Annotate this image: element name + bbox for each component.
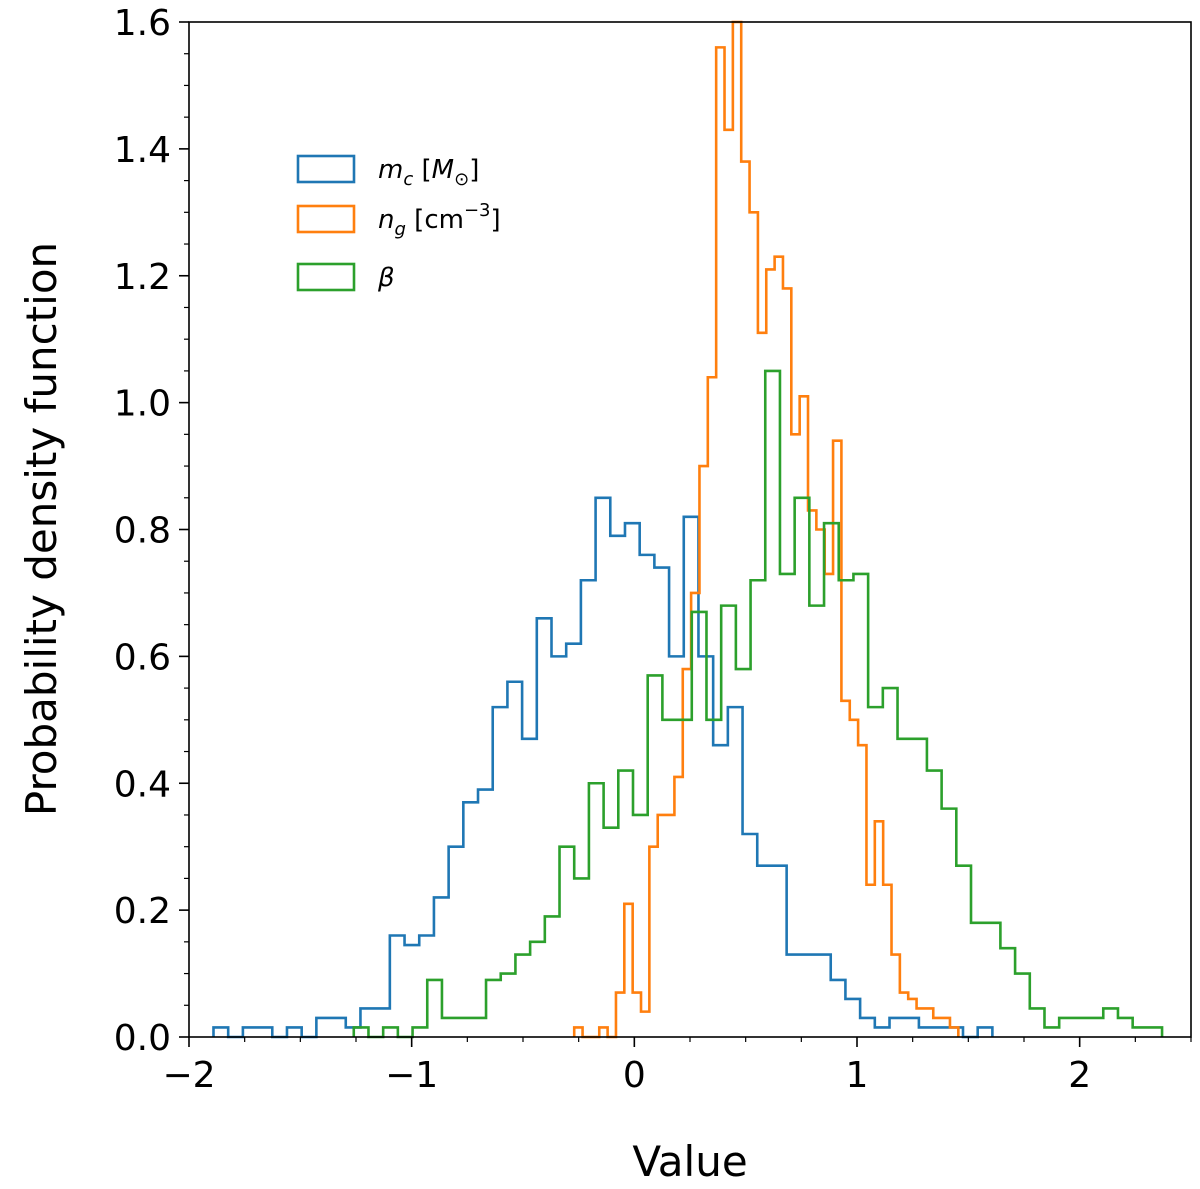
x-tick-label: 2 <box>1068 1055 1091 1096</box>
x-tick-label: −2 <box>162 1055 215 1096</box>
x-axis-label: Value <box>632 1137 747 1186</box>
x-tick-label: 1 <box>846 1055 869 1096</box>
y-tick-label: 1.6 <box>114 3 171 44</box>
y-tick-label: 1.2 <box>114 257 171 298</box>
y-tick-label: 0.8 <box>114 511 171 552</box>
histogram-series-2 <box>572 20 960 1039</box>
plot-background <box>189 22 1191 1037</box>
y-tick-label: 0.2 <box>114 891 171 932</box>
y-tick-label: 0.4 <box>114 764 171 805</box>
histogram-series-3 <box>352 369 1164 1039</box>
legend-label: ng [cm−3] <box>378 200 501 240</box>
series-layer <box>212 20 1164 1039</box>
y-tick-label: 1.4 <box>114 130 171 171</box>
legend-swatch <box>296 262 356 292</box>
x-tick-label: −1 <box>385 1055 438 1096</box>
legend-label: mc [M⊙] <box>378 155 479 190</box>
legend: mc [M⊙] ng [cm−3] β <box>296 154 501 293</box>
legend-label: β <box>377 263 395 293</box>
legend-swatch <box>296 204 356 234</box>
histogram-series-1 <box>212 496 994 1039</box>
x-axis: −2 −1 0 1 2 <box>162 1037 1192 1096</box>
y-tick-label: 0.0 <box>114 1018 171 1059</box>
x-tick-label: 0 <box>623 1055 646 1096</box>
y-tick-label: 0.6 <box>114 637 171 678</box>
y-tick-label: 1.0 <box>114 384 171 425</box>
y-axis: 0.0 0.2 0.4 0.6 0.8 1.0 1.2 1.4 1.6 <box>114 3 189 1059</box>
y-axis-label: Probability density function <box>17 242 66 816</box>
legend-swatch <box>296 154 356 184</box>
